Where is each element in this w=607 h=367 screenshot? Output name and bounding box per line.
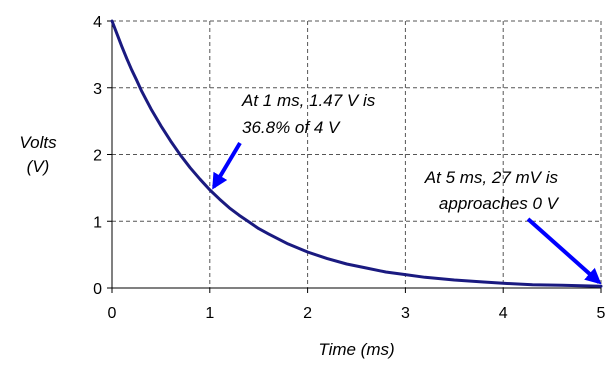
y-tick-label-4: 4 xyxy=(93,14,102,31)
y-tick-label-2: 2 xyxy=(93,148,102,165)
axes xyxy=(107,20,602,293)
x-tick-label-0: 0 xyxy=(108,305,117,322)
series xyxy=(110,19,603,288)
x-tick-label-2: 2 xyxy=(303,305,312,322)
y-tick-label-0: 0 xyxy=(93,281,102,298)
y-axis-title-line-2: (V) xyxy=(27,157,50,176)
y-tick-label-3: 3 xyxy=(93,81,102,98)
annotation-2-arrow xyxy=(526,217,602,285)
annotation-2-line-2: approaches 0 V xyxy=(439,194,560,213)
x-tick-label-4: 4 xyxy=(499,305,508,322)
annotation-1-line-2: 36.8% of 4 V xyxy=(242,118,341,137)
annotation-1-arrow xyxy=(212,141,242,190)
x-axis-title: Time (ms) xyxy=(318,340,394,359)
annotation-1-line-1: At 1 ms, 1.47 V is xyxy=(241,91,376,110)
y-tick-label-1: 1 xyxy=(93,214,102,231)
series-line-0 xyxy=(110,19,603,288)
x-tick-label-5: 5 xyxy=(597,305,606,322)
annotations: At 1 ms, 1.47 V is 36.8% of 4 V At 5 ms,… xyxy=(212,91,602,285)
tick-labels: 0 1 2 3 4 0 1 2 3 4 5 xyxy=(93,14,605,322)
y-axis-title-line-1: Volts xyxy=(19,133,57,152)
annotation-2-line-1: At 5 ms, 27 mV is xyxy=(424,168,559,187)
grid xyxy=(112,20,602,288)
x-tick-label-1: 1 xyxy=(205,305,214,322)
x-tick-label-3: 3 xyxy=(401,305,410,322)
axis-titles: Time (ms) Volts (V) xyxy=(19,133,394,359)
